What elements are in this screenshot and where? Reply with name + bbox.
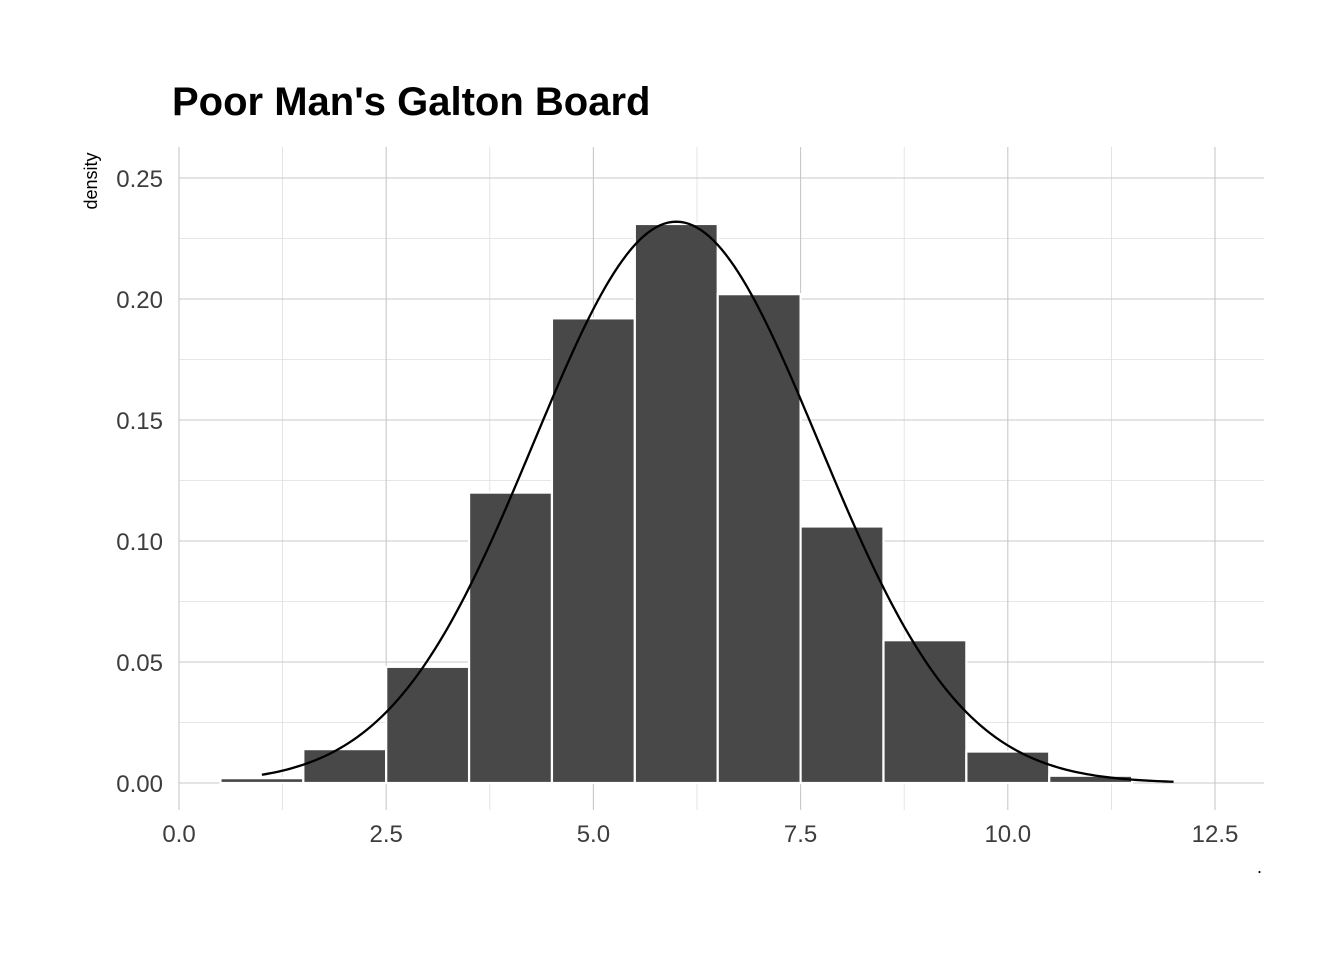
y-tick-label: 0.20 — [116, 287, 163, 314]
histogram-bars — [219, 222, 1134, 785]
histogram-bar — [799, 525, 885, 785]
y-tick-label: 0.05 — [116, 650, 163, 677]
caption: . — [1257, 857, 1262, 877]
x-tick-label: 0.0 — [162, 821, 195, 848]
y-tick-label: 0.15 — [116, 408, 163, 435]
density-curve — [261, 220, 1174, 783]
histogram-bar — [716, 293, 802, 785]
y-axis-title: density — [81, 152, 101, 209]
x-tick-label: 7.5 — [784, 821, 817, 848]
y-axis-ticks: 0.00 0.05 0.10 0.15 0.20 0.25 — [116, 166, 163, 798]
x-tick-label: 10.0 — [984, 821, 1031, 848]
histogram-bar — [385, 665, 471, 785]
y-tick-label: 0.25 — [116, 166, 163, 193]
histogram-bar — [965, 750, 1051, 785]
histogram-bar — [550, 317, 636, 785]
density-curve-group — [261, 220, 1174, 783]
histogram-bar — [633, 222, 719, 785]
x-tick-label: 12.5 — [1192, 821, 1239, 848]
histogram-bar — [302, 748, 388, 785]
histogram-bar — [219, 777, 305, 785]
histogram-bar — [882, 639, 968, 785]
x-tick-label: 5.0 — [577, 821, 610, 848]
histogram-bar — [467, 491, 554, 785]
x-axis-ticks: 0.0 2.5 5.0 7.5 10.0 12.5 — [162, 821, 1238, 848]
y-tick-label: 0.00 — [116, 771, 163, 798]
chart-title: Poor Man's Galton Board — [172, 80, 650, 124]
x-tick-label: 2.5 — [370, 821, 403, 848]
y-tick-label: 0.10 — [116, 529, 163, 556]
